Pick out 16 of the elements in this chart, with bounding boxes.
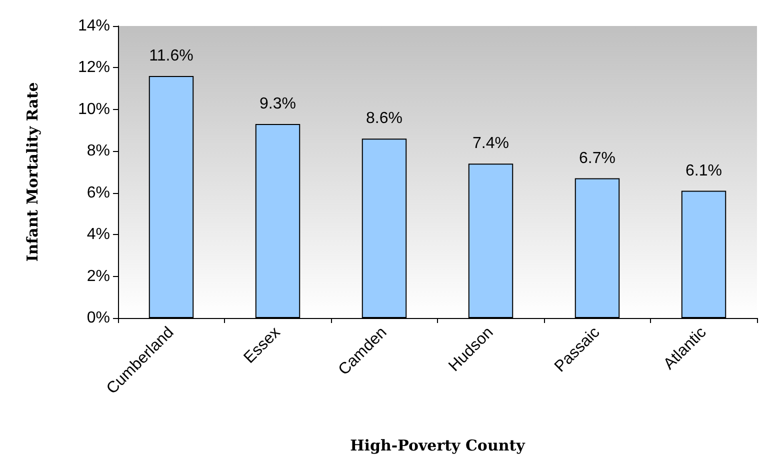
y-tick-label: 6% [86, 184, 110, 202]
data-label: 6.1% [686, 162, 722, 180]
y-tick-label: 14% [78, 18, 110, 34]
y-tick-label: 8% [86, 142, 110, 160]
data-label: 11.6% [149, 48, 194, 65]
data-label: 6.7% [579, 150, 616, 167]
y-tick-label: 12% [78, 59, 110, 76]
y-tick-label: 4% [86, 226, 110, 244]
y-tick-label: 10% [78, 100, 110, 118]
data-label: 9.3% [260, 96, 296, 113]
x-axis-title: High-Poverty County [350, 436, 526, 454]
y-tick-label: 2% [86, 268, 110, 285]
data-label: 8.6% [366, 110, 402, 128]
y-axis-title: Infant Mortality Rate [24, 82, 42, 262]
data-label: 7.4% [472, 135, 509, 152]
y-tick-label: 0% [86, 310, 110, 326]
